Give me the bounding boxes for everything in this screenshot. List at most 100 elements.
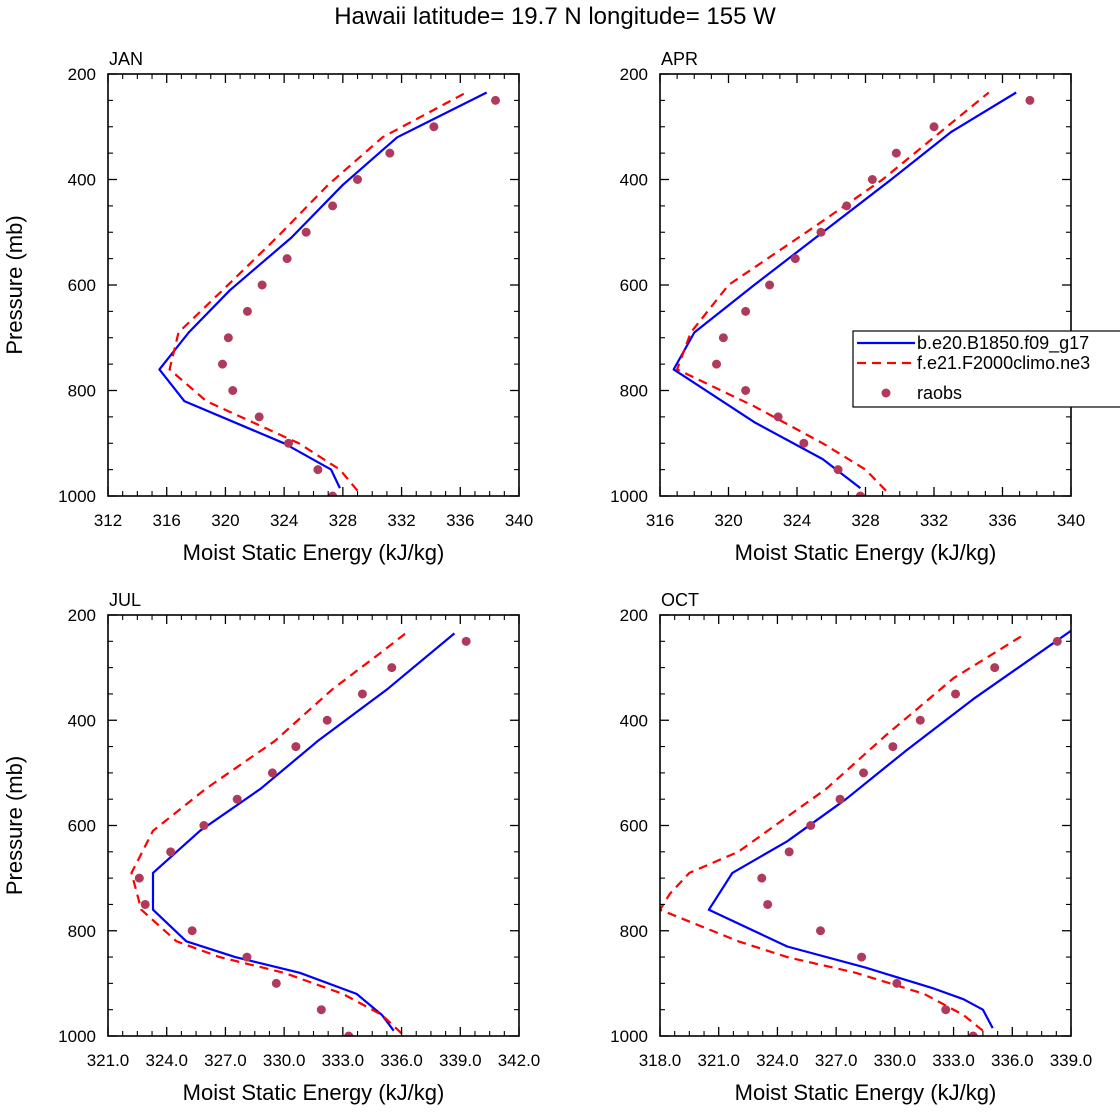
series-line-f-e21 <box>168 91 467 492</box>
x-tick-label: 333.0 <box>322 1051 365 1070</box>
plot-frame <box>659 73 1072 497</box>
x-tick-label: 320 <box>714 511 742 530</box>
raobs-point <box>784 847 794 857</box>
y-tick-label: 1000 <box>58 487 96 506</box>
panel-label: JUL <box>109 590 141 610</box>
raobs-point <box>313 465 323 475</box>
x-tick-label: 320 <box>211 511 239 530</box>
y-tick-label: 200 <box>620 606 648 625</box>
series-line-f-e21 <box>675 91 990 492</box>
plot-frame <box>107 614 520 1037</box>
panel-oct: 318.0 321.0 324.0 327.0 330.0 333.0 336.0 339.0… <box>610 590 1092 1105</box>
y-tick-label: 1000 <box>610 1027 648 1046</box>
raobs-point <box>888 742 898 752</box>
x-tick-label: 339.0 <box>1050 1051 1093 1070</box>
raobs-point <box>941 1005 951 1015</box>
y-tick-label: 200 <box>68 65 96 84</box>
raobs-point <box>806 821 816 830</box>
panel-label: OCT <box>661 590 699 610</box>
raobs-point <box>328 201 338 211</box>
y-tick-label: 600 <box>620 276 648 295</box>
raobs-point <box>855 491 865 496</box>
raobs-point <box>461 636 471 646</box>
raobs-point <box>385 148 395 158</box>
x-tick-label: 342.0 <box>498 1051 541 1070</box>
raobs-point <box>718 333 728 343</box>
x-axis-label: Moist Static Energy (kJ/kg) <box>183 1080 445 1105</box>
legend-label: raobs <box>917 383 962 403</box>
x-tick-label: 340 <box>1057 511 1085 530</box>
raobs-point <box>344 1031 354 1036</box>
series-line-f-e21 <box>660 632 1027 1032</box>
raobs-point <box>316 1005 326 1015</box>
raobs-point <box>990 663 1000 673</box>
raobs-point <box>257 280 267 290</box>
raobs-point <box>217 359 227 369</box>
raobs-point <box>741 306 751 316</box>
x-tick-label: 324.0 <box>145 1051 188 1070</box>
x-axis-label: Moist Static Energy (kJ/kg) <box>183 540 445 565</box>
raobs-point <box>328 491 338 496</box>
raobs-point <box>242 952 252 962</box>
y-tick-label: 600 <box>68 276 96 295</box>
raobs-point <box>282 254 292 264</box>
raobs-point <box>301 227 311 237</box>
raobs-point <box>835 794 845 804</box>
x-tick-label: 327.0 <box>204 1051 247 1070</box>
raobs-point <box>271 978 281 988</box>
raobs-point <box>254 412 264 422</box>
x-tick-label: 324.0 <box>756 1051 799 1070</box>
y-tick-label: 800 <box>620 382 648 401</box>
y-tick-label: 200 <box>620 65 648 84</box>
raobs-point <box>833 465 843 475</box>
raobs-point <box>223 333 233 343</box>
plot-area <box>130 632 471 1036</box>
raobs-point <box>387 663 397 673</box>
y-tick-label: 1000 <box>58 1027 96 1046</box>
x-tick-label: 316 <box>646 511 674 530</box>
series-line-b-e20 <box>158 91 488 489</box>
raobs-point <box>763 899 773 909</box>
x-tick-label: 321.0 <box>87 1051 130 1070</box>
x-tick-label: 316 <box>153 511 181 530</box>
series-line-b-e20 <box>707 629 1071 1029</box>
raobs-point <box>353 175 363 184</box>
raobs-point <box>322 715 332 725</box>
x-tick-label: 340 <box>505 511 533 530</box>
x-tick-label: 339.0 <box>439 1051 482 1070</box>
plot-area <box>158 91 501 496</box>
x-tick-label: 336.0 <box>380 1051 423 1070</box>
raobs-point <box>915 715 925 725</box>
y-tick-label: 600 <box>620 817 648 836</box>
raobs-point <box>284 438 294 448</box>
y-tick-label: 400 <box>620 171 648 190</box>
raobs-point <box>1052 636 1062 646</box>
panel-label: APR <box>661 49 698 69</box>
raobs-point <box>291 742 301 752</box>
raobs-point <box>741 386 751 395</box>
plot-frame <box>107 73 520 497</box>
series-line-b-e20 <box>672 91 1017 489</box>
x-axis-label: Moist Static Energy (kJ/kg) <box>735 1080 997 1105</box>
y-axis-label: Pressure (mb) <box>2 215 27 354</box>
x-tick-label: 327.0 <box>815 1051 858 1070</box>
raobs-point <box>815 926 825 936</box>
raobs-point <box>891 148 901 158</box>
y-tick-label: 1000 <box>610 487 648 506</box>
y-tick-label: 800 <box>68 382 96 401</box>
raobs-point <box>773 412 783 422</box>
x-tick-label: 336 <box>446 511 474 530</box>
x-tick-label: 332 <box>920 511 948 530</box>
x-tick-label: 330.0 <box>263 1051 306 1070</box>
raobs-point <box>228 386 238 395</box>
panel-label: JAN <box>109 49 143 69</box>
y-tick-label: 400 <box>68 711 96 730</box>
raobs-point <box>857 952 867 962</box>
raobs-point <box>790 254 800 264</box>
raobs-point <box>799 438 809 448</box>
plot-area <box>660 629 1071 1036</box>
figure-title: Hawaii latitude= 19.7 N longitude= 155 W <box>334 3 776 30</box>
y-axis-label: Pressure (mb) <box>2 756 27 895</box>
